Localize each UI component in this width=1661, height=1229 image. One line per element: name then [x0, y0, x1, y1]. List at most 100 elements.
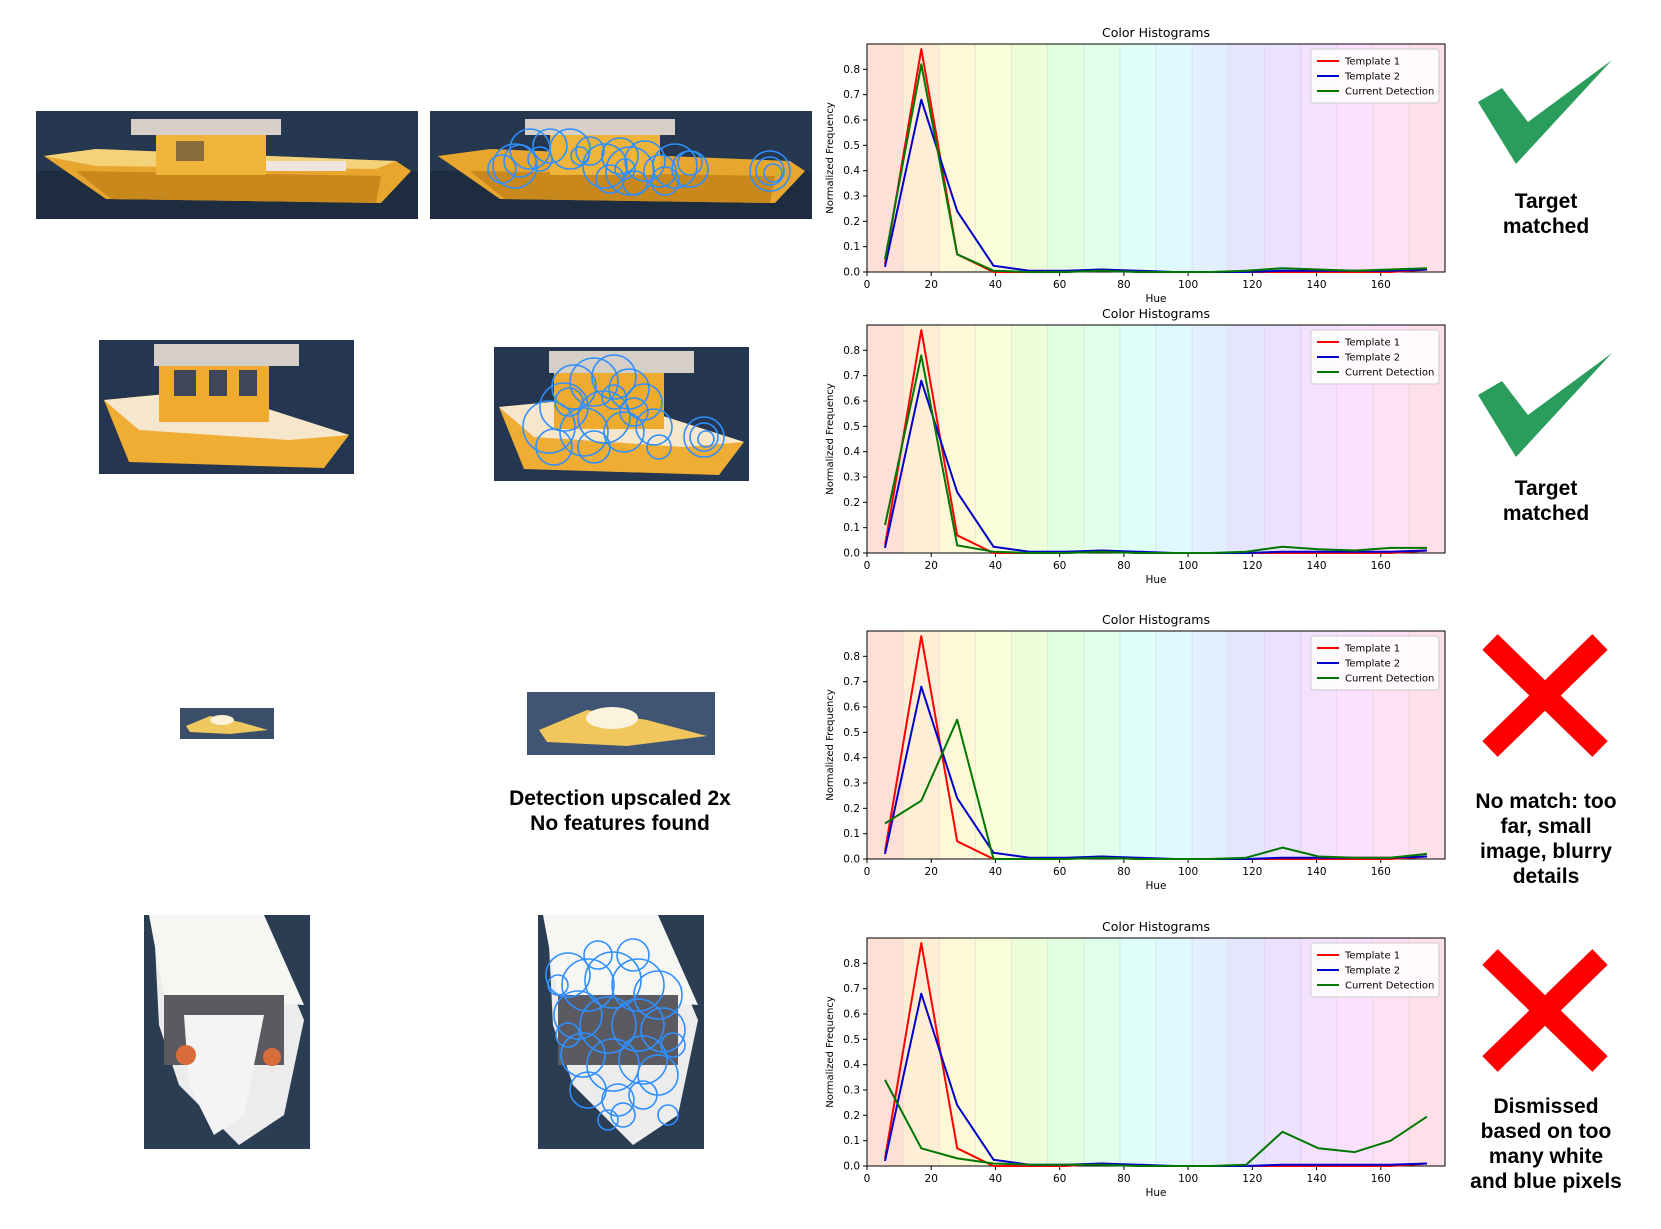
upscaled-detection-row3 — [527, 692, 715, 755]
verdict-line: Dismissed — [1493, 1095, 1599, 1118]
verdict-line: Target — [1514, 190, 1578, 213]
y-tick-label: 0.4 — [843, 165, 860, 177]
x-tick-label: 0 — [864, 560, 871, 572]
x-tick-label: 120 — [1242, 1173, 1262, 1185]
y-tick-label: 0.7 — [843, 89, 860, 101]
hue-band — [975, 938, 1012, 1166]
legend-label: Current Detection — [1345, 674, 1434, 685]
y-tick-label: 0.5 — [843, 1034, 860, 1046]
x-tick-label: 20 — [925, 560, 938, 572]
hue-band — [867, 938, 904, 1166]
legend-label: Template 1 — [1344, 338, 1400, 349]
series-line-current-detection — [884, 1079, 1428, 1167]
y-tick-label: 0.3 — [843, 191, 860, 203]
verdict-line: matched — [1502, 215, 1590, 238]
verdict-line: No match: too — [1475, 790, 1617, 813]
hue-band — [939, 325, 976, 553]
hue-band — [1011, 325, 1048, 553]
x-tick-label: 100 — [1178, 279, 1198, 291]
x-tick-label: 40 — [989, 560, 1002, 572]
hue-band — [867, 325, 904, 553]
y-tick-label: 0.8 — [843, 64, 860, 76]
verdict-text-row1: Target matched — [1461, 189, 1631, 239]
hue-band — [975, 44, 1012, 272]
hue-band — [1119, 631, 1156, 859]
y-tick-label: 0.8 — [843, 651, 860, 663]
series-line-current-detection — [884, 63, 1428, 273]
x-tick-label: 120 — [1242, 866, 1262, 878]
x-tick-label: 20 — [925, 1173, 938, 1185]
y-tick-label: 0.3 — [843, 472, 860, 484]
x-tick-label: 100 — [1178, 866, 1198, 878]
x-axis-label: Hue — [1145, 293, 1166, 305]
color-histogram-chart-row3: Color Histograms 0 20 40 60 80 100 120 140 160 0.0… — [815, 609, 1455, 892]
legend-label: Current Detection — [1345, 981, 1434, 992]
x-tick-label: 80 — [1117, 866, 1130, 878]
hue-band — [1264, 938, 1301, 1166]
hue-band — [939, 44, 976, 272]
y-tick-label: 0.2 — [843, 803, 860, 815]
x-tick-label: 60 — [1053, 866, 1066, 878]
x-axis-label: Hue — [1145, 1187, 1166, 1199]
legend-label: Current Detection — [1345, 87, 1434, 98]
x-tick-label: 60 — [1053, 279, 1066, 291]
legend-label: Template 2 — [1344, 659, 1400, 670]
verdict-text-row3: No match: too far, small image, blurry d… — [1461, 789, 1631, 889]
y-tick-label: 0.7 — [843, 983, 860, 995]
x-tick-label: 0 — [864, 866, 871, 878]
keypoint-image-row1 — [430, 111, 812, 219]
legend-label: Template 2 — [1344, 353, 1400, 364]
keypoint-circles — [522, 354, 725, 466]
hue-band — [1156, 325, 1193, 553]
y-tick-label: 0.6 — [843, 115, 860, 127]
series-line-current-detection — [884, 354, 1427, 554]
legend-box — [1310, 942, 1440, 998]
verdict-line: far, small — [1500, 815, 1592, 838]
hue-band — [1228, 44, 1265, 272]
x-tick-label: 20 — [925, 866, 938, 878]
hue-band — [1228, 325, 1265, 553]
y-axis-label: Normalized Frequency — [825, 383, 836, 495]
x-tick-label: 120 — [1242, 279, 1262, 291]
chart-title: Color Histograms — [1102, 612, 1210, 627]
hue-band — [1047, 938, 1084, 1166]
y-tick-label: 0.4 — [843, 752, 860, 764]
y-tick-label: 0.5 — [843, 421, 860, 433]
hue-band — [1047, 325, 1084, 553]
x-axis-label: Hue — [1145, 880, 1166, 892]
verdict-text-row2: Target matched — [1461, 476, 1631, 526]
y-tick-label: 0.0 — [843, 1161, 860, 1173]
x-tick-label: 100 — [1178, 560, 1198, 572]
verdict-text-row4: Dismissed based on too many white and bl… — [1461, 1094, 1631, 1194]
hue-band — [1083, 938, 1120, 1166]
y-tick-label: 0.4 — [843, 1059, 860, 1071]
y-axis-label: Normalized Frequency — [825, 689, 836, 801]
y-tick-label: 0.2 — [843, 1110, 860, 1122]
hue-band — [1192, 938, 1229, 1166]
verdict-line: based on too — [1480, 1120, 1612, 1143]
chart-title: Color Histograms — [1102, 919, 1210, 934]
y-tick-label: 0.1 — [843, 828, 860, 840]
y-tick-label: 0.1 — [843, 241, 860, 253]
x-tick-label: 40 — [989, 1173, 1002, 1185]
hue-band — [1156, 631, 1193, 859]
legend-label: Template 2 — [1344, 72, 1400, 83]
legend-box — [1310, 48, 1440, 104]
y-tick-label: 0.4 — [843, 446, 860, 458]
hue-band — [867, 44, 904, 272]
y-tick-label: 0.0 — [843, 267, 860, 279]
x-tick-label: 160 — [1371, 560, 1391, 572]
hue-band — [975, 325, 1012, 553]
legend-label: Template 2 — [1344, 966, 1400, 977]
hue-band — [1083, 325, 1120, 553]
y-tick-label: 0.8 — [843, 958, 860, 970]
color-histogram-chart-row2: Color Histograms 0 20 40 60 80 100 120 140 160 0.0… — [815, 303, 1455, 586]
verdict-line: Target — [1514, 477, 1578, 500]
x-tick-label: 140 — [1307, 1173, 1327, 1185]
x-tick-label: 60 — [1053, 1173, 1066, 1185]
verdict-line: image, blurry — [1480, 840, 1612, 863]
x-tick-label: 60 — [1053, 560, 1066, 572]
x-tick-label: 140 — [1307, 560, 1327, 572]
y-axis-label: Normalized Frequency — [825, 996, 836, 1108]
x-tick-label: 160 — [1371, 279, 1391, 291]
